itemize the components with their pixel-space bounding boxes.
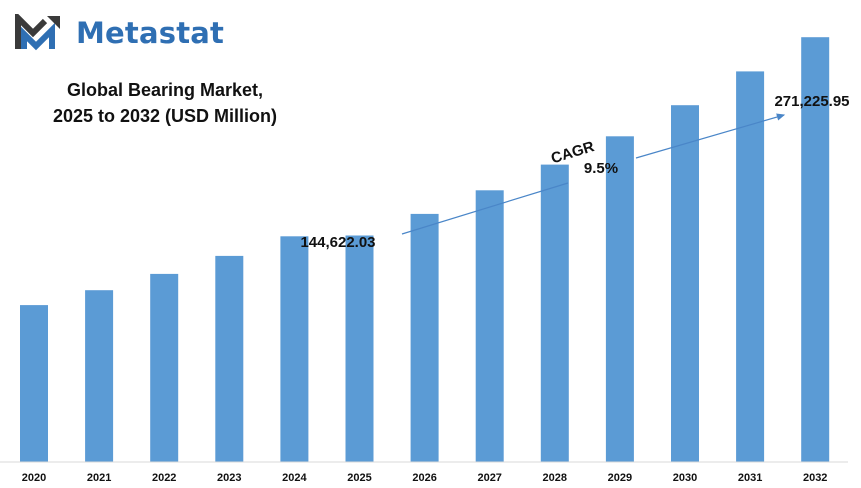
- logo-text: Metastat: [76, 16, 225, 50]
- bars-group: [20, 37, 830, 463]
- cagr-arrow-left: [401, 182, 569, 235]
- bar-2023: [215, 255, 244, 462]
- bar-2032: [801, 37, 830, 462]
- x-tick-2030: 2030: [673, 472, 697, 484]
- chart-subtitle: 2025 to 2032 (USD Million): [52, 106, 278, 126]
- bar-2024: [280, 236, 309, 462]
- x-tick-2026: 2026: [412, 472, 436, 484]
- bar-2026: [410, 213, 439, 462]
- logo: Metastat: [14, 14, 224, 52]
- chart-title-block: Global Bearing Market, 2025 to 2032 (USD…: [30, 77, 300, 129]
- x-tick-2023: 2023: [217, 472, 241, 484]
- bar-2031: [736, 71, 765, 463]
- bar-2020: [20, 305, 48, 462]
- bar-2029: [605, 136, 634, 463]
- x-tick-2027: 2027: [477, 472, 501, 484]
- cagr-value: 9.5%: [584, 160, 618, 177]
- x-tick-2031: 2031: [738, 472, 762, 484]
- bar-2021: [85, 290, 114, 462]
- bar-2030: [671, 105, 699, 462]
- cagr-arrow-right: [635, 113, 786, 159]
- x-tick-2025: 2025: [347, 472, 371, 484]
- bar-2028: [540, 164, 569, 462]
- metastat-m-icon: [15, 14, 60, 51]
- x-tick-2028: 2028: [543, 472, 567, 484]
- start-value-label: 144,622.03: [300, 234, 375, 251]
- x-tick-2022: 2022: [152, 472, 176, 484]
- x-tick-2029: 2029: [608, 472, 632, 484]
- end-value-label: 271,225.95: [774, 93, 849, 110]
- x-tick-2020: 2020: [22, 472, 46, 484]
- chart-title: Global Bearing Market,: [66, 80, 264, 100]
- bar-2025: [345, 235, 374, 462]
- x-tick-2032: 2032: [803, 472, 827, 484]
- x-tick-2024: 2024: [282, 472, 307, 484]
- x-tick-2021: 2021: [87, 472, 111, 484]
- x-tick-labels: 2020 2021 2022 2023 2024 2025 2026 2027 2028 2029…: [22, 472, 828, 484]
- bar-2022: [150, 273, 179, 462]
- bar-2027: [475, 190, 504, 463]
